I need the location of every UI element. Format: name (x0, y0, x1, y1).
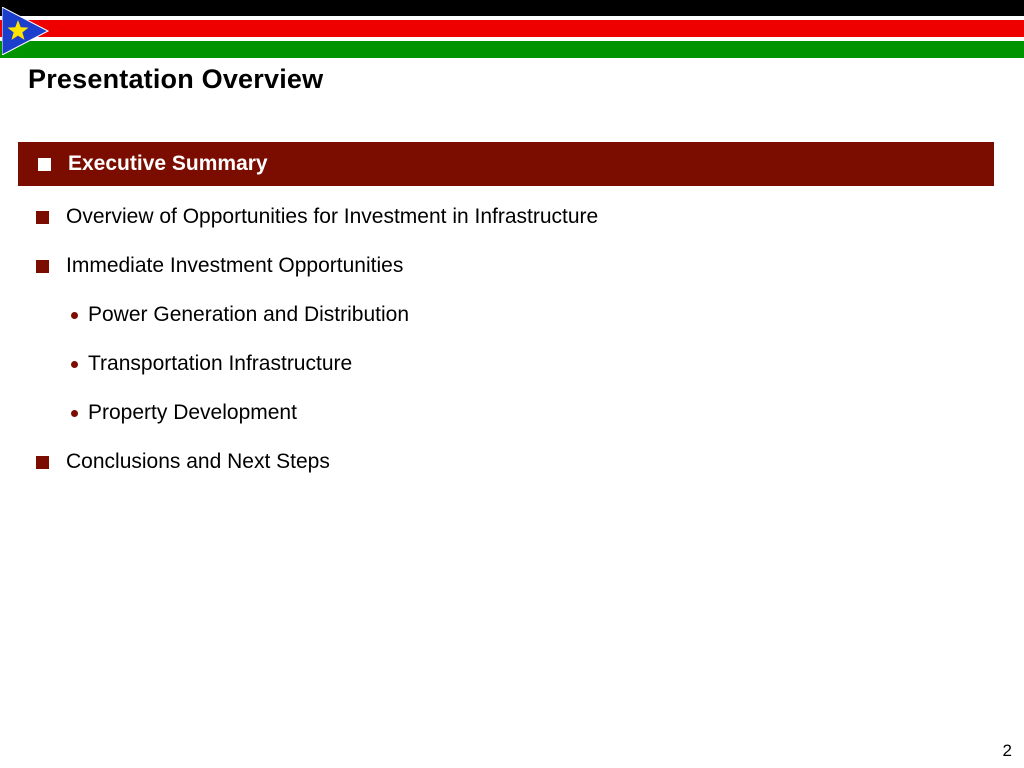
agenda-item-label: Overview of Opportunities for Investment… (66, 205, 599, 228)
bullet-square-icon (36, 210, 49, 224)
flag-stripe-green (0, 41, 1024, 58)
bullet-dot-icon (71, 311, 78, 319)
page-number: 2 (1002, 741, 1012, 760)
south-sudan-flag (0, 0, 1024, 58)
bullet-square-icon (38, 157, 51, 171)
agenda-subitem-label: Property Development (88, 401, 297, 424)
flag-stripe-red (0, 20, 1024, 37)
flag-stripe-black (0, 0, 1024, 16)
bullet-square-icon (36, 259, 49, 273)
bullet-dot-icon (71, 409, 78, 417)
agenda-subitem-label: Transportation Infrastructure (88, 352, 353, 375)
agenda-item-label: Executive Summary (68, 152, 268, 175)
agenda-subitem-power-generation: Power Generation and Distribution (0, 300, 1024, 330)
star-icon (7, 20, 29, 40)
flag-triangle (2, 7, 50, 55)
agenda-subitem-label: Power Generation and Distribution (88, 303, 410, 326)
bullet-square-icon (36, 455, 49, 469)
agenda-item-executive-summary: Executive Summary (18, 142, 994, 186)
slide-title: Presentation Overview (28, 64, 324, 94)
agenda-item-conclusions: Conclusions and Next Steps (0, 447, 1024, 477)
agenda-item-overview-opportunities: Overview of Opportunities for Investment… (0, 202, 1024, 232)
flag-stripe-white-top (0, 16, 1024, 20)
agenda-item-immediate-opportunities: Immediate Investment Opportunities (0, 251, 1024, 281)
agenda-item-label: Conclusions and Next Steps (66, 450, 330, 473)
bullet-dot-icon (71, 360, 78, 368)
agenda-subitem-property-development: Property Development (0, 398, 1024, 428)
flag-stripe-white-bottom (0, 37, 1024, 41)
agenda-subitem-transportation: Transportation Infrastructure (0, 349, 1024, 379)
agenda-item-label: Immediate Investment Opportunities (66, 254, 404, 277)
